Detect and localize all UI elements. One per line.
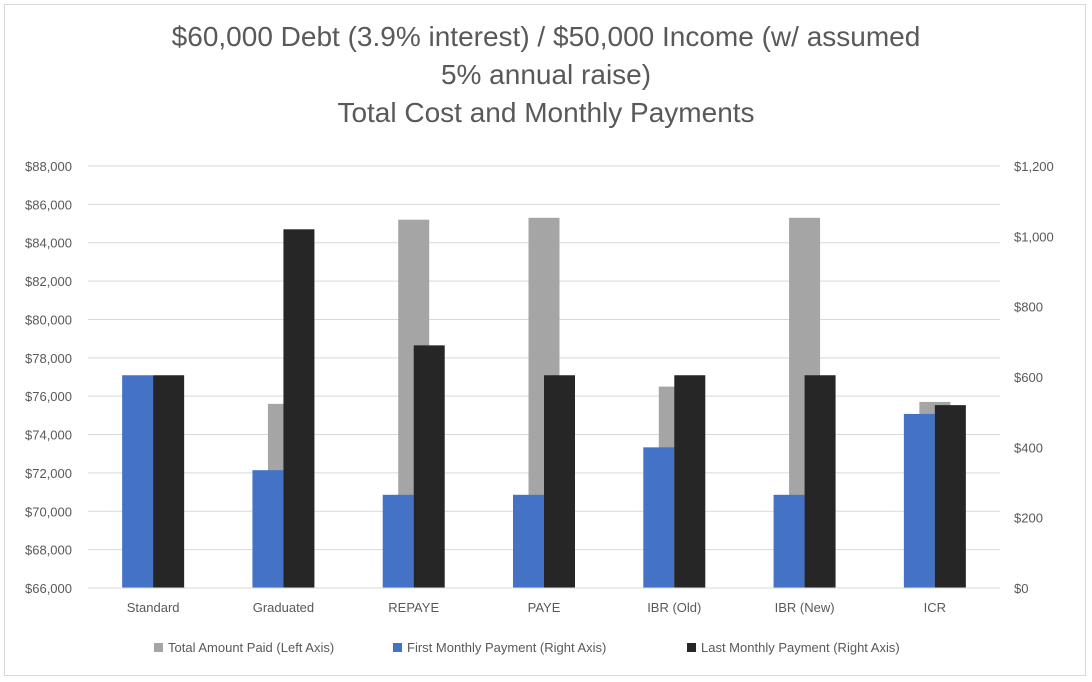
legend-entry[interactable]: First Monthly Payment (Right Axis): [407, 640, 606, 655]
bar-last-monthly-payment: [804, 375, 836, 588]
left-tick-label: $74,000: [25, 428, 72, 443]
bar-first-monthly-payment: [643, 447, 675, 588]
legend-entry[interactable]: Total Amount Paid (Left Axis): [168, 640, 334, 655]
bars: [122, 217, 966, 589]
left-tick-label: $86,000: [25, 197, 72, 212]
left-tick-label: $88,000: [25, 159, 72, 174]
category-label: Graduated: [253, 600, 314, 615]
bar-first-monthly-payment: [513, 494, 544, 588]
legend-entry[interactable]: Last Monthly Payment (Right Axis): [701, 640, 900, 655]
right-axis-ticks: $0 $200 $400 $600 $800 $1,000 $1,200: [1014, 159, 1054, 596]
left-tick-label: $78,000: [25, 351, 72, 366]
category-labels: Standard Graduated REPAYE PAYE IBR (Old) IBR …: [127, 600, 946, 615]
category-label: ICR: [924, 600, 946, 615]
left-tick-label: $70,000: [25, 504, 72, 519]
left-tick-label: $82,000: [25, 274, 72, 289]
bar-last-monthly-payment: [153, 375, 185, 588]
bar-last-monthly-payment: [413, 345, 445, 588]
category-label: IBR (Old): [647, 600, 701, 615]
category-label: IBR (New): [775, 600, 835, 615]
legend-swatch: [393, 643, 402, 652]
right-tick-label: $600: [1014, 370, 1043, 385]
left-axis-ticks: $66,000 $68,000 $70,000 $72,000 $74,000 $76,0…: [25, 159, 72, 596]
chart-title-line-2: 5% annual raise): [440, 59, 652, 90]
chart-title-line-3: Total Cost and Monthly Payments: [337, 97, 755, 128]
category-label: Standard: [127, 600, 180, 615]
bar-first-monthly-payment: [773, 494, 805, 588]
legend-swatch: [154, 643, 163, 652]
right-tick-label: $400: [1014, 440, 1043, 455]
legend-swatch: [687, 643, 696, 652]
right-tick-label: $1,200: [1014, 159, 1054, 174]
category-label: REPAYE: [388, 600, 439, 615]
right-tick-label: $200: [1014, 511, 1043, 526]
right-tick-label: $0: [1014, 581, 1028, 596]
bar-first-monthly-payment: [252, 470, 284, 588]
left-tick-label: $80,000: [25, 312, 72, 327]
bar-first-monthly-payment: [903, 413, 935, 588]
bar-first-monthly-payment: [122, 375, 154, 588]
right-tick-label: $800: [1014, 300, 1043, 315]
chart-title: $60,000 Debt (3.9% interest) / $50,000 I…: [0, 18, 1092, 132]
left-tick-label: $66,000: [25, 581, 72, 596]
chart-title-line-1: $60,000 Debt (3.9% interest) / $50,000 I…: [171, 21, 921, 52]
bar-first-monthly-payment: [382, 494, 414, 588]
bar-last-monthly-payment: [544, 375, 575, 588]
left-tick-label: $84,000: [25, 236, 72, 251]
left-tick-label: $76,000: [25, 389, 72, 404]
left-tick-label: $72,000: [25, 466, 72, 481]
left-tick-label: $68,000: [25, 543, 72, 558]
category-label: PAYE: [528, 600, 561, 615]
bar-last-monthly-payment: [674, 375, 706, 588]
bar-last-monthly-payment: [934, 405, 966, 588]
right-tick-label: $1,000: [1014, 229, 1054, 244]
legend[interactable]: Total Amount Paid (Left Axis) First Month…: [154, 640, 900, 655]
bar-last-monthly-payment: [283, 229, 315, 589]
